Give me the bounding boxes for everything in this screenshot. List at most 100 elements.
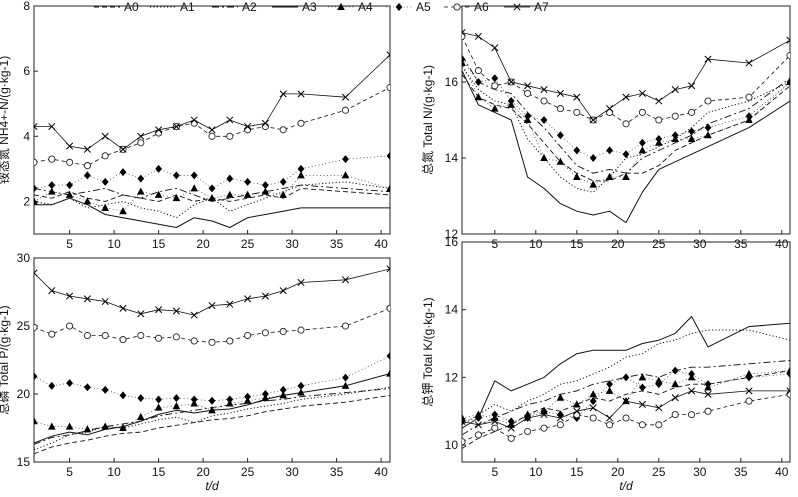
- data-point-a6: [208, 132, 216, 140]
- x-tick-label: 35: [330, 237, 344, 251]
- data-point-a5: [155, 395, 162, 404]
- legend-label-a1: A1: [180, 0, 195, 14]
- data-point-a5: [475, 78, 482, 86]
- series-line-a3: [462, 70, 790, 224]
- data-point-a4: [638, 146, 647, 154]
- plot-frame: [33, 257, 391, 463]
- data-point-a6: [491, 82, 499, 90]
- data-point-a5: [66, 181, 73, 190]
- data-point-a7: [34, 122, 38, 131]
- data-point-a4: [154, 403, 163, 411]
- data-point-a4: [34, 197, 38, 205]
- series-a4: [34, 171, 390, 215]
- data-point-a7: [48, 122, 56, 131]
- data-point-a6: [524, 89, 532, 97]
- data-point-a5: [208, 184, 216, 193]
- data-point-a7: [244, 122, 252, 131]
- series-a5: [34, 151, 390, 193]
- data-point-a4: [119, 207, 127, 215]
- data-point-a7: [155, 126, 163, 134]
- data-point-a6: [66, 322, 74, 330]
- series-a1: [34, 386, 390, 451]
- legend-label-a6: A6: [474, 0, 489, 14]
- data-point-a5: [639, 383, 646, 392]
- data-point-a5: [462, 55, 466, 64]
- x-tick-label: 10: [107, 465, 121, 479]
- data-point-a7: [638, 89, 646, 97]
- legend-label-a3: A3: [302, 0, 317, 14]
- x-tick-label: 35: [734, 465, 748, 479]
- data-point-a6: [155, 334, 163, 342]
- data-point-a5: [137, 394, 145, 403]
- series-line-a5: [34, 155, 390, 189]
- data-point-a7: [226, 116, 234, 124]
- series-line-a5: [34, 355, 390, 402]
- legend-label-a0: A0: [124, 0, 139, 14]
- data-point-a4: [137, 412, 145, 421]
- data-point-a5: [688, 370, 695, 378]
- data-point-a6: [34, 158, 38, 166]
- data-point-a5: [386, 351, 390, 360]
- series-a4: [34, 369, 390, 433]
- data-point-a7: [279, 90, 287, 98]
- data-point-a6: [226, 337, 234, 345]
- data-point-a6: [462, 438, 466, 446]
- data-point-a5: [208, 396, 216, 405]
- data-point-a7: [524, 82, 532, 90]
- series-a0: [462, 74, 790, 182]
- data-point-a7: [671, 86, 679, 94]
- x-tick-label: 25: [652, 237, 666, 251]
- x-tick-label: 25: [652, 465, 666, 479]
- x-tick-label: 35: [330, 465, 344, 479]
- data-point-a7: [172, 307, 180, 315]
- data-point-a5: [226, 174, 234, 183]
- data-point-a4: [622, 172, 630, 180]
- data-point-a5: [507, 417, 515, 426]
- data-point-a7: [208, 302, 216, 310]
- data-point-a6: [655, 116, 663, 124]
- data-point-a5: [137, 174, 145, 183]
- series-a1: [34, 181, 390, 219]
- legend-item-a6: A6: [444, 0, 489, 14]
- series-line-a7: [462, 32, 790, 121]
- series-line-a0: [34, 394, 390, 455]
- data-point-a5: [622, 150, 630, 159]
- y-tick-label: 8: [23, 0, 30, 13]
- x-axis-label: t/d: [619, 479, 633, 493]
- data-point-a7: [655, 97, 663, 105]
- legend-marker-a7: [513, 3, 521, 11]
- data-point-a4: [573, 172, 581, 180]
- data-point-a6: [671, 112, 679, 120]
- series-line-a2: [34, 184, 390, 202]
- data-point-a6: [540, 424, 548, 432]
- data-point-a4: [65, 190, 74, 198]
- data-point-a7: [226, 300, 234, 308]
- data-point-a5: [342, 155, 349, 164]
- data-point-a6: [622, 120, 630, 128]
- data-point-a6: [244, 331, 252, 340]
- x-tick-label: 10: [107, 237, 121, 251]
- data-point-a4: [671, 379, 679, 388]
- series-line-a1: [34, 386, 390, 451]
- data-point-a4: [386, 184, 390, 192]
- legend-label-a4: A4: [358, 0, 373, 14]
- data-point-a6: [101, 152, 109, 160]
- x-tick-label: 20: [611, 237, 625, 251]
- series-a6: [34, 304, 390, 346]
- y-tick-label: 10: [445, 438, 459, 452]
- data-point-a6: [48, 155, 56, 163]
- data-point-a7: [66, 142, 74, 150]
- series-a2: [462, 360, 790, 436]
- legend-item-a3: A3: [272, 0, 317, 14]
- data-point-a6: [341, 322, 350, 330]
- data-point-a5: [655, 380, 663, 389]
- y-tick-label: 12: [445, 370, 459, 384]
- data-point-a4: [386, 369, 390, 377]
- data-point-a5: [119, 168, 127, 177]
- series-line-a5: [462, 59, 790, 159]
- data-point-a7: [190, 311, 198, 319]
- data-point-a6: [244, 126, 252, 134]
- series-line-a7: [34, 54, 390, 150]
- y-axis-label-cn: 总磷: [0, 387, 11, 414]
- legend-item-a4: A4: [328, 0, 373, 14]
